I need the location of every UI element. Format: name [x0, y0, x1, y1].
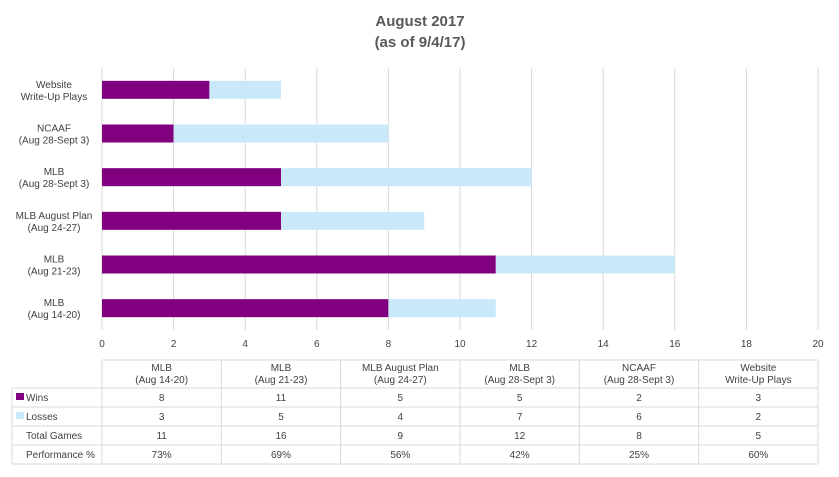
x-tick-label: 2 [171, 339, 177, 350]
table-header: NCAAF [622, 363, 656, 374]
category-label: Write-Up Plays [21, 92, 88, 103]
bar-wins [102, 255, 496, 274]
bar-wins [102, 299, 389, 318]
category-label: (Aug 28-Sept 3) [19, 136, 90, 147]
table-header: (Aug 28-Sept 3) [604, 375, 675, 386]
category-label: MLB August Plan [16, 211, 93, 222]
table-header: (Aug 24-27) [374, 375, 427, 386]
bar-losses [388, 299, 496, 318]
category-label: MLB [44, 255, 65, 266]
bar-losses [209, 80, 281, 99]
table-header: MLB August Plan [362, 363, 439, 374]
bar-wins [102, 124, 174, 143]
table-cell: 11 [276, 393, 287, 404]
x-tick-label: 6 [314, 339, 320, 350]
bar-losses [281, 211, 425, 230]
category-label: (Aug 21-23) [28, 267, 81, 278]
x-tick-label: 8 [386, 339, 392, 350]
category-label: Website [36, 80, 72, 91]
category-label: (Aug 28-Sept 3) [19, 179, 90, 190]
table-cell: 7 [517, 412, 523, 423]
table-cell: 69% [271, 450, 291, 461]
table-cell: 25% [629, 450, 649, 461]
table-row-label: Performance % [26, 450, 95, 461]
table-cell: 5 [278, 412, 284, 423]
table-header: (Aug 28-Sept 3) [484, 375, 555, 386]
bar-wins [102, 80, 210, 99]
table-cell: 5 [398, 393, 404, 404]
table-row-label: Total Games [26, 431, 82, 442]
bar-wins [102, 168, 281, 187]
legend-swatch-wins [16, 393, 24, 400]
x-tick-label: 18 [741, 339, 753, 350]
chart-title: August 2017 [375, 13, 464, 30]
table-header: (Aug 21-23) [255, 375, 308, 386]
table-cell: 4 [398, 412, 404, 423]
table-cell: 3 [159, 412, 165, 423]
category-label: MLB [44, 298, 65, 309]
table-header: Write-Up Plays [725, 375, 792, 386]
table-header: (Aug 14-20) [135, 375, 188, 386]
category-label: MLB [44, 167, 65, 178]
table-cell: 8 [159, 393, 165, 404]
table-cell: 6 [636, 412, 642, 423]
bar-losses [173, 124, 389, 143]
table-cell: 2 [756, 412, 762, 423]
table-cell: 16 [275, 431, 287, 442]
table-cell: 42% [510, 450, 530, 461]
table-cell: 2 [636, 393, 642, 404]
table-header: Website [740, 363, 776, 374]
x-tick-label: 14 [598, 339, 610, 350]
table-header: MLB [509, 363, 530, 374]
table-cell: 3 [756, 393, 762, 404]
table-cell: 56% [390, 450, 410, 461]
bar-losses [281, 168, 532, 187]
x-tick-label: 12 [526, 339, 538, 350]
legend-label: Losses [26, 412, 58, 423]
x-tick-label: 4 [242, 339, 248, 350]
bar-wins [102, 211, 281, 230]
x-tick-label: 20 [812, 339, 824, 350]
table-cell: 11 [156, 431, 167, 442]
x-tick-label: 0 [99, 339, 105, 350]
table-cell: 9 [398, 431, 404, 442]
table-cell: 8 [636, 431, 642, 442]
table-header: MLB [151, 363, 172, 374]
table-cell: 60% [748, 450, 768, 461]
legend-swatch-losses [16, 412, 24, 419]
category-label: (Aug 14-20) [28, 310, 81, 321]
legend-label: Wins [26, 393, 48, 404]
table-cell: 73% [152, 450, 172, 461]
table-header: MLB [271, 363, 292, 374]
category-label: NCAAF [37, 124, 71, 135]
category-label: (Aug 24-27) [28, 223, 81, 234]
chart-title: (as of 9/4/17) [375, 34, 466, 51]
table-cell: 5 [517, 393, 523, 404]
table-cell: 5 [756, 431, 762, 442]
x-tick-label: 16 [669, 339, 681, 350]
x-tick-label: 10 [454, 339, 466, 350]
table-cell: 12 [514, 431, 526, 442]
bar-losses [495, 255, 675, 274]
